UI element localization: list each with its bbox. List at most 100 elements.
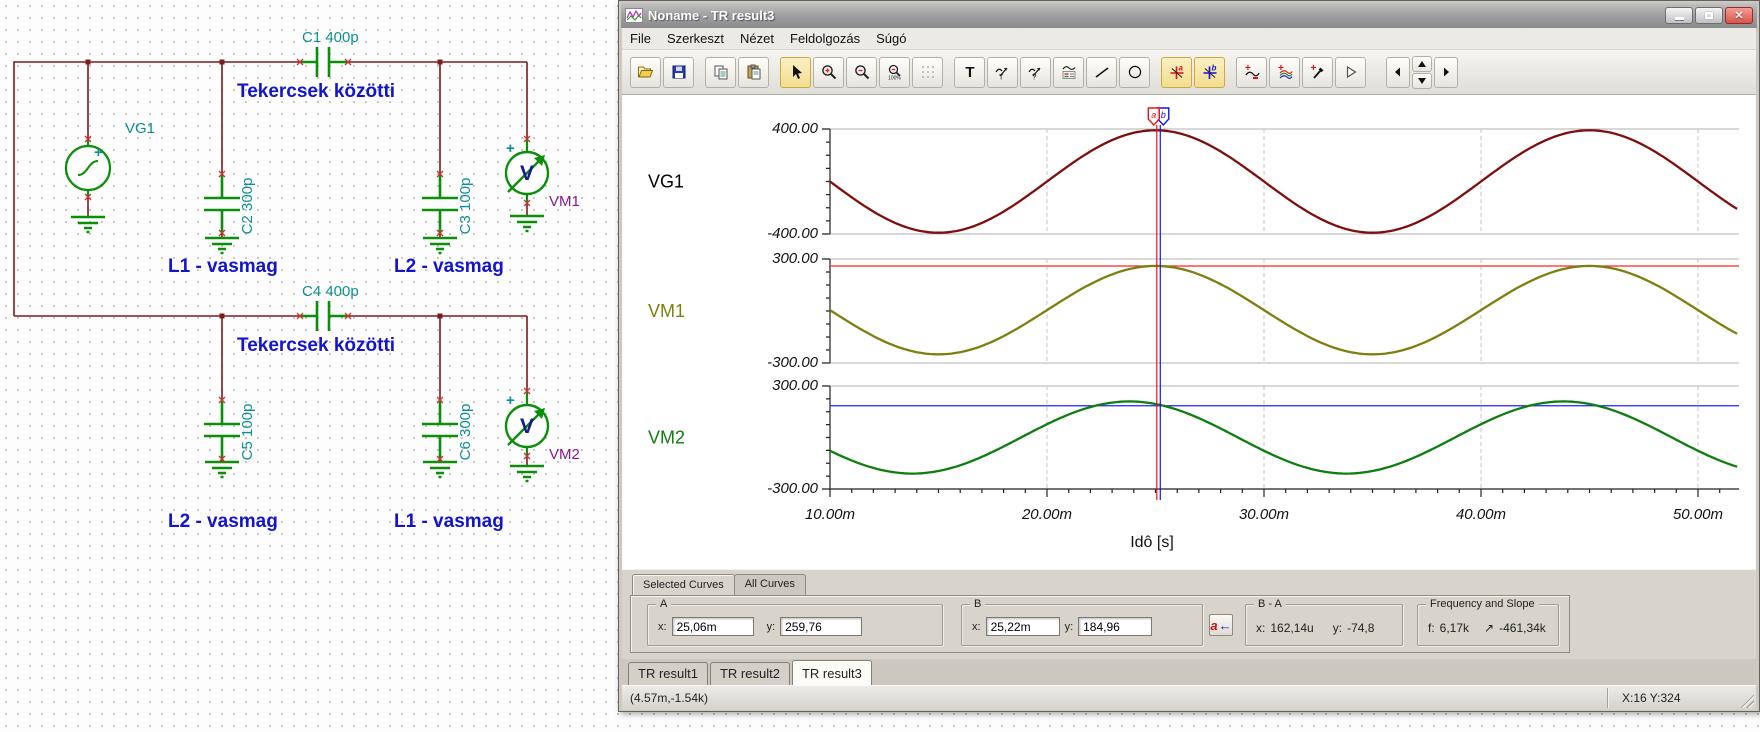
curve-VM2[interactable] bbox=[829, 400, 1738, 475]
nav-left-button[interactable] bbox=[1386, 56, 1410, 88]
marker-flag-button[interactable] bbox=[1335, 56, 1366, 88]
x-axis bbox=[829, 488, 1739, 497]
cap-c6[interactable] bbox=[422, 400, 458, 460]
cursor-b-y-input[interactable] bbox=[1078, 617, 1153, 636]
tab-tr-result1[interactable]: TR result1 bbox=[628, 662, 708, 685]
paste-button[interactable] bbox=[738, 56, 769, 88]
cursor-a-group: A x: y: bbox=[647, 598, 943, 646]
app-icon bbox=[625, 8, 643, 23]
x-tick-label: 40.00m bbox=[1456, 506, 1506, 523]
plot-panel[interactable]: 400.00 -400.00 VG1 300.00 -300.00 VM1 300.00 -3… bbox=[622, 95, 1756, 569]
restore-button[interactable] bbox=[1695, 7, 1723, 24]
x-tick-label: 30.00m bbox=[1239, 506, 1289, 523]
voltmeter-vm1[interactable]: V bbox=[504, 139, 550, 203]
zoom-in-button[interactable] bbox=[813, 56, 844, 88]
annotation-pointer-button[interactable]: T bbox=[987, 56, 1018, 88]
zoom-out-button[interactable] bbox=[846, 56, 877, 88]
zoom-100-button[interactable]: 100% bbox=[879, 56, 910, 88]
open-button[interactable] bbox=[630, 56, 661, 88]
wires[interactable] bbox=[13, 61, 528, 466]
vm2-plus-sign: + bbox=[506, 392, 515, 409]
trace-picker-button[interactable]: + bbox=[1302, 56, 1333, 88]
tab-tr-result3[interactable]: TR result3 bbox=[791, 660, 872, 685]
y-axis-VG1 bbox=[822, 128, 831, 235]
tab-selected-curves[interactable]: Selected Curves bbox=[632, 574, 735, 595]
coupling-label-top: Tekercsek közötti bbox=[237, 81, 395, 102]
cap-c5[interactable] bbox=[204, 400, 240, 460]
nav-right-button[interactable] bbox=[1434, 56, 1458, 88]
cursor-a-flag-label: a bbox=[1151, 110, 1156, 120]
add-curve-button[interactable]: + bbox=[1236, 56, 1267, 88]
ground-symbol bbox=[71, 215, 105, 234]
voltmeter-vm2-needle bbox=[507, 412, 541, 446]
svg-text:T: T bbox=[965, 64, 974, 80]
svg-text:+: + bbox=[1310, 64, 1316, 74]
menu-file[interactable]: File bbox=[630, 31, 651, 46]
select-cursor-button[interactable] bbox=[780, 56, 811, 88]
voltmeter-vm2[interactable]: V bbox=[504, 392, 550, 456]
cap-c3-label: C3 100p bbox=[457, 178, 474, 235]
save-button[interactable] bbox=[663, 56, 694, 88]
spinner-down-icon[interactable] bbox=[1412, 72, 1432, 89]
title-bar[interactable]: Noname - TR result3 ✕ bbox=[621, 3, 1757, 28]
curve-VM1[interactable] bbox=[829, 264, 1738, 356]
line-button[interactable] bbox=[1086, 56, 1117, 88]
freq-value: 6,17k bbox=[1439, 621, 1470, 635]
inductor-label-l2-top: L2 - vasmag bbox=[394, 256, 504, 277]
junction-dot bbox=[85, 59, 91, 65]
jump-b-to-a-button[interactable]: a ← bbox=[1209, 614, 1233, 636]
cursor-b-x-label: x: bbox=[972, 620, 981, 633]
cursor-a-flag[interactable] bbox=[1147, 107, 1161, 127]
cap-c4-label: C4 400p bbox=[302, 283, 359, 300]
copy-button[interactable] bbox=[705, 56, 736, 88]
diff-y-label: y: bbox=[1332, 621, 1343, 635]
cursor-b-group: B x: y: bbox=[961, 598, 1203, 646]
vm1-plus-sign: + bbox=[506, 140, 515, 157]
add-curves-button[interactable]: + bbox=[1269, 56, 1300, 88]
cap-c2[interactable] bbox=[204, 174, 240, 234]
status-coordinates: (4.57m,-1.54k) bbox=[630, 691, 709, 705]
annotation-query-button[interactable]: ? bbox=[1020, 56, 1051, 88]
tab-all-curves[interactable]: All Curves bbox=[733, 574, 806, 595]
voltage-source-vg1[interactable] bbox=[64, 139, 112, 197]
cursor-a-x-input[interactable] bbox=[671, 617, 754, 636]
minimize-button[interactable] bbox=[1665, 7, 1693, 24]
cursor-b-button[interactable]: b bbox=[1194, 56, 1225, 88]
cap-c3[interactable] bbox=[422, 174, 458, 234]
menu-szerkeszt[interactable]: Szerkeszt bbox=[666, 31, 725, 46]
menu-feldolgozas[interactable]: Feldolgozás bbox=[790, 31, 861, 46]
y-tick-label: 300.00 bbox=[772, 377, 819, 394]
voltmeter-vm1-needle-arrowhead bbox=[534, 155, 545, 166]
close-button[interactable]: ✕ bbox=[1725, 7, 1753, 24]
cap-c3-symbol bbox=[422, 174, 458, 234]
plot-frame-VG1 bbox=[830, 128, 1739, 235]
nav-spinner[interactable] bbox=[1412, 55, 1432, 89]
cursor-b-flag-label: b bbox=[1161, 110, 1166, 120]
circuit-schematic[interactable]: V V VG1 + C1 400p C4 400p Tekercsek közöt… bbox=[0, 0, 660, 732]
spinner-up-icon[interactable] bbox=[1412, 55, 1432, 72]
cap-c1-symbol bbox=[300, 47, 348, 77]
vg1-waveform-glyph bbox=[77, 160, 99, 176]
curve-VG1[interactable] bbox=[829, 129, 1738, 234]
cap-c4-symbol bbox=[300, 301, 348, 331]
slope-arrow-icon: ↗ bbox=[1484, 621, 1495, 635]
cap-c6-symbol bbox=[422, 400, 458, 460]
cap-c1[interactable] bbox=[300, 47, 348, 77]
diff-y-value: -74,8 bbox=[1347, 621, 1375, 635]
cap-c1-label: C1 400p bbox=[302, 29, 359, 46]
cursor-a-y-input[interactable] bbox=[780, 617, 863, 636]
ellipse-button[interactable] bbox=[1119, 56, 1150, 88]
waveform-chart[interactable]: 400.00 -400.00 VG1 300.00 -300.00 VM1 300.00 -3… bbox=[622, 95, 1755, 569]
cursor-a-button[interactable]: a bbox=[1161, 56, 1192, 88]
grid-button[interactable] bbox=[912, 56, 943, 88]
legend-button[interactable] bbox=[1053, 56, 1084, 88]
menu-sugo[interactable]: Súgó bbox=[876, 31, 907, 46]
voltmeter-vm1-v-glyph: V bbox=[520, 162, 534, 185]
menu-nezet[interactable]: Nézet bbox=[740, 31, 774, 46]
tab-tr-result2[interactable]: TR result2 bbox=[709, 662, 790, 685]
meter-vm1-label: VM1 bbox=[549, 193, 580, 210]
resize-grip[interactable] bbox=[1740, 694, 1754, 708]
text-button[interactable]: T bbox=[954, 56, 985, 88]
cursor-b-x-input[interactable] bbox=[985, 617, 1060, 636]
cap-c4[interactable] bbox=[300, 301, 348, 331]
